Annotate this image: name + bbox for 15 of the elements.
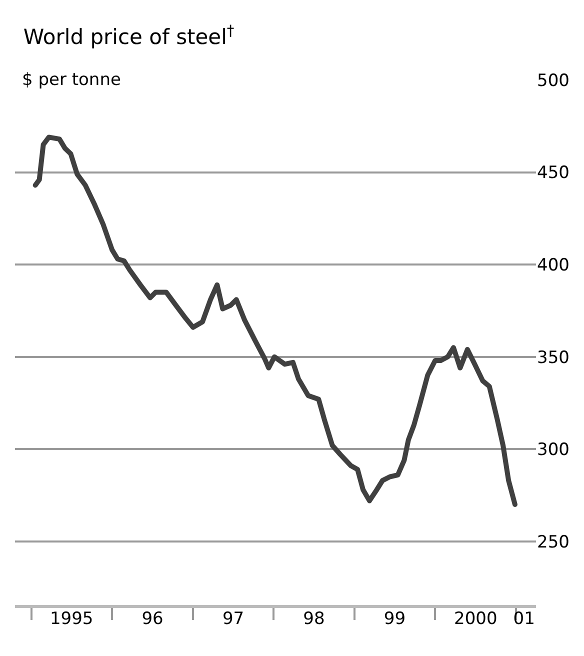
x-tick-label: 1995 <box>50 609 94 629</box>
x-tick-label: 99 <box>384 609 406 629</box>
x-tick-label: 96 <box>142 609 164 629</box>
y-tick-label: 350 <box>537 348 570 368</box>
x-tick-label: 97 <box>222 609 244 629</box>
y-tick-label: 250 <box>537 532 570 552</box>
y-tick-label: 400 <box>537 256 570 276</box>
x-tick-label: 2000 <box>454 609 498 629</box>
x-tick-label: 98 <box>303 609 325 629</box>
y-tick-label: 300 <box>537 440 570 460</box>
chart-subtitle: $ per tonne <box>22 70 121 90</box>
chart-title: World price of steel$^{†}$ <box>23 22 234 50</box>
y-tick-label: 500 <box>537 70 570 91</box>
y-tick-label: 450 <box>537 163 570 184</box>
x-tick-label: 01 <box>513 609 535 629</box>
